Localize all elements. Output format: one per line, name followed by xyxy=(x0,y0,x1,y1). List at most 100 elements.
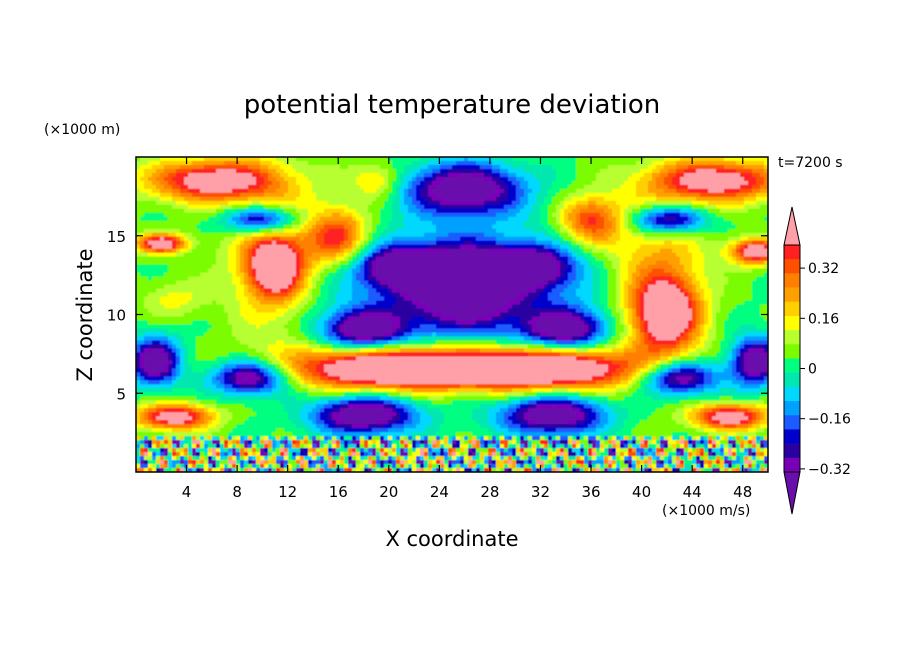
contour-cell xyxy=(708,196,713,202)
contour-cell xyxy=(420,256,425,262)
contour-cell xyxy=(540,184,545,190)
contour-cell xyxy=(704,188,709,194)
contour-cell xyxy=(156,236,161,242)
contour-cell xyxy=(420,236,425,242)
contour-cell xyxy=(200,176,205,182)
contour-cell xyxy=(148,180,153,186)
contour-cell xyxy=(364,256,369,262)
contour-cell xyxy=(528,248,533,254)
contour-cell xyxy=(696,212,701,218)
contour-cell xyxy=(472,204,477,210)
contour-cell xyxy=(636,196,641,202)
contour-cell xyxy=(448,248,453,254)
contour-cell xyxy=(392,252,397,258)
contour-cell xyxy=(216,176,221,182)
contour-cell xyxy=(524,200,529,206)
contour-cell xyxy=(420,216,425,222)
contour-cell xyxy=(324,272,329,278)
contour-cell xyxy=(736,200,741,206)
contour-cell xyxy=(180,196,185,202)
contour-cell xyxy=(436,276,441,282)
contour-cell xyxy=(224,204,229,210)
contour-cell xyxy=(436,224,441,230)
contour-cell xyxy=(316,280,321,286)
contour-cell xyxy=(664,224,669,230)
contour-cell xyxy=(612,192,617,198)
contour-cell xyxy=(456,280,461,286)
contour-cell xyxy=(500,196,505,202)
contour-cell xyxy=(292,208,297,214)
contour-cell xyxy=(396,196,401,202)
contour-cell xyxy=(156,172,161,178)
contour-cell xyxy=(396,176,401,182)
contour-cell xyxy=(672,196,677,202)
contour-cell xyxy=(384,244,389,250)
contour-cell xyxy=(736,180,741,186)
contour-cell xyxy=(712,252,717,258)
contour-cell xyxy=(680,228,685,234)
contour-cell xyxy=(764,272,768,278)
contour-cell xyxy=(212,204,217,210)
contour-cell xyxy=(692,176,697,182)
contour-cell xyxy=(248,256,253,262)
contour-cell xyxy=(376,160,381,166)
contour-cell xyxy=(288,252,293,258)
contour-cell xyxy=(168,272,173,278)
contour-cell xyxy=(324,184,329,190)
contour-cell xyxy=(428,192,433,198)
contour-cell xyxy=(140,164,145,170)
contour-cell xyxy=(628,184,633,190)
contour-cell xyxy=(576,172,581,178)
contour-cell xyxy=(456,204,461,210)
contour-cell xyxy=(488,228,493,234)
contour-cell xyxy=(440,200,445,206)
contour-cell xyxy=(628,260,633,266)
contour-cell xyxy=(752,240,757,246)
contour-cell xyxy=(416,216,421,222)
contour-cell xyxy=(644,168,649,174)
contour-cell xyxy=(292,248,297,254)
contour-cell xyxy=(456,276,461,282)
contour-cell xyxy=(680,272,685,278)
contour-cell xyxy=(732,260,737,266)
contour-cell xyxy=(236,212,241,218)
contour-cell xyxy=(212,252,217,258)
contour-cell xyxy=(632,204,637,210)
contour-cell xyxy=(420,208,425,214)
contour-cell xyxy=(616,212,621,218)
contour-cell xyxy=(432,208,437,214)
contour-cell xyxy=(540,157,545,162)
contour-cell xyxy=(528,160,533,166)
contour-cell xyxy=(216,208,221,214)
contour-cell xyxy=(552,236,557,242)
contour-cell xyxy=(520,224,525,230)
contour-cell xyxy=(260,248,265,254)
contour-cell xyxy=(760,192,765,198)
contour-cell xyxy=(740,236,745,242)
contour-cell xyxy=(464,180,469,186)
contour-cell xyxy=(260,164,265,170)
contour-cell xyxy=(248,236,253,242)
contour-cell xyxy=(428,220,433,226)
contour-cell xyxy=(336,204,341,210)
contour-cell xyxy=(204,244,209,250)
contour-cell xyxy=(332,224,337,230)
contour-cell xyxy=(648,196,653,202)
contour-cell xyxy=(704,157,709,162)
contour-cell xyxy=(504,236,509,242)
contour-cell xyxy=(720,236,725,242)
contour-cell xyxy=(748,157,753,162)
contour-cell xyxy=(432,260,437,266)
contour-cell xyxy=(280,204,285,210)
contour-cell xyxy=(732,256,737,262)
contour-cell xyxy=(160,192,165,198)
contour-cell xyxy=(740,168,745,174)
contour-cell xyxy=(328,276,333,282)
contour-cell xyxy=(628,272,633,278)
contour-cell xyxy=(384,200,389,206)
contour-cell xyxy=(160,252,165,258)
contour-cell xyxy=(644,200,649,206)
contour-cell xyxy=(516,200,521,206)
contour-cell xyxy=(204,260,209,266)
contour-cell xyxy=(296,244,301,250)
